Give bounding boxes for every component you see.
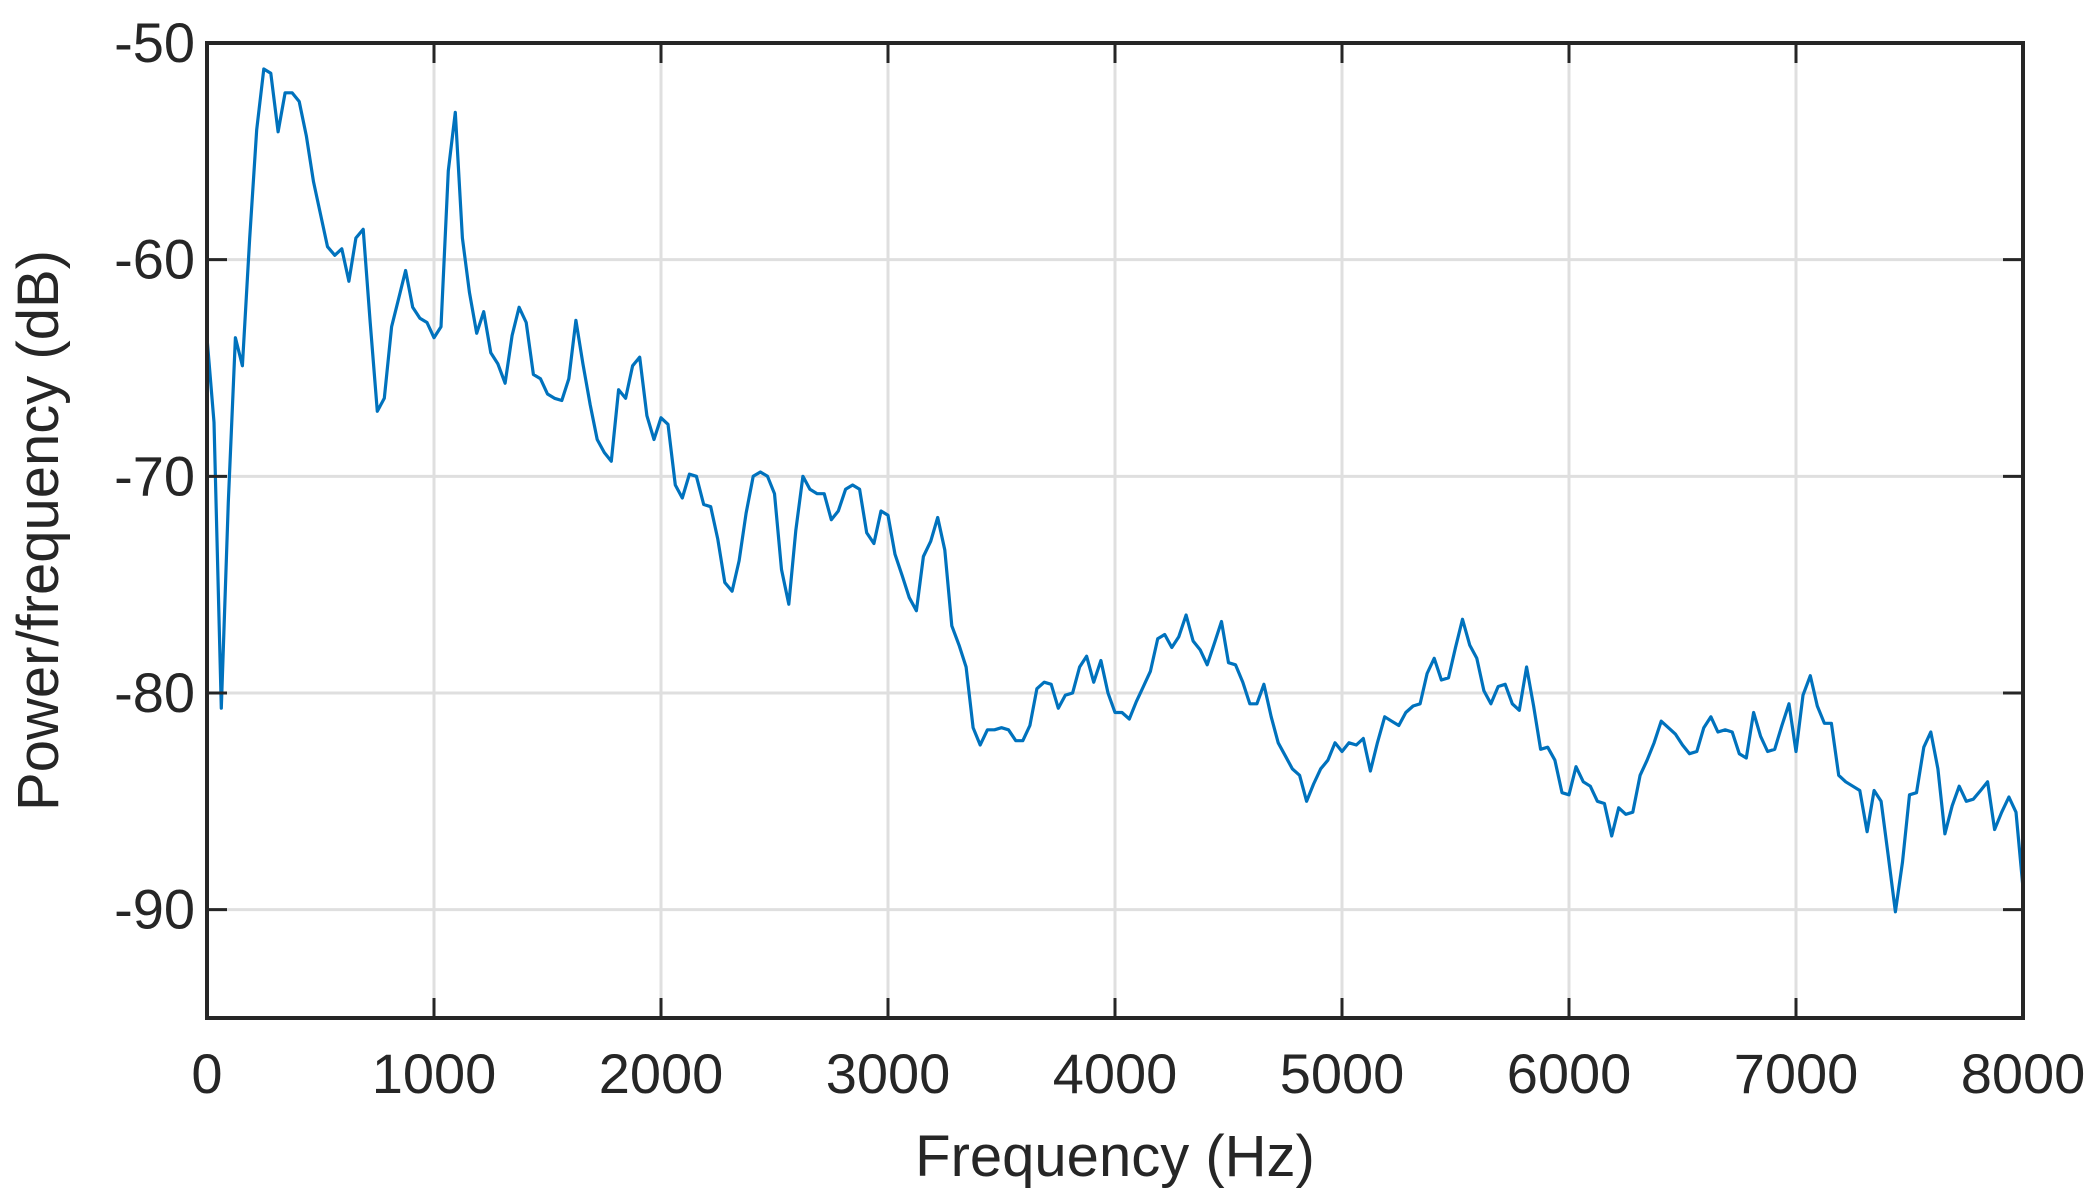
x-tick-label: 5000	[1280, 1042, 1405, 1105]
series-line	[205, 67, 2025, 914]
y-tick-label: -90	[114, 878, 195, 941]
x-tick-label: 7000	[1734, 1042, 1859, 1105]
x-tick-label: 4000	[1053, 1042, 1178, 1105]
x-tick-labels: 0 1000 2000 3000 4000 5000 6000 7000 8000	[191, 1042, 2085, 1105]
y-tick-label: -80	[114, 661, 195, 724]
y-tick-labels: -50 -60 -70 -80 -90	[114, 11, 195, 941]
x-tick-label: 0	[191, 1042, 222, 1105]
tick-marks	[205, 41, 2025, 1018]
x-tick-label: 3000	[826, 1042, 951, 1105]
grid-lines	[207, 43, 2023, 1018]
y-tick-label: -50	[114, 11, 195, 74]
y-axis-label: Power/frequency (dB)	[6, 250, 71, 811]
x-tick-label: 6000	[1507, 1042, 1632, 1105]
x-tick-label: 2000	[599, 1042, 724, 1105]
series-line-group	[205, 67, 2025, 914]
y-tick-label: -60	[114, 228, 195, 291]
x-axis-label: Frequency (Hz)	[915, 1124, 1315, 1189]
y-tick-label: -70	[114, 444, 195, 507]
x-tick-label: 1000	[372, 1042, 497, 1105]
x-tick-label: 8000	[1961, 1042, 2086, 1105]
